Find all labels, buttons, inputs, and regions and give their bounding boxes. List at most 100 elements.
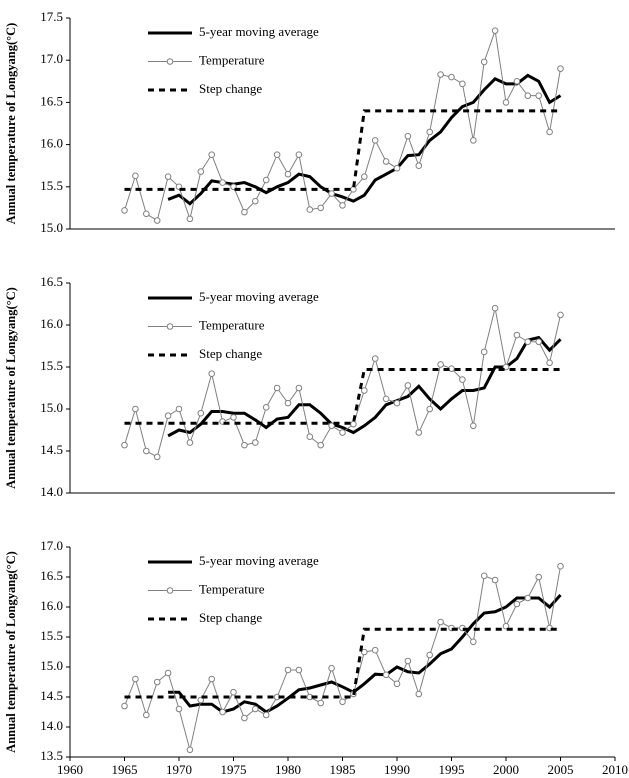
data-point xyxy=(132,172,139,180)
data-point xyxy=(121,702,128,710)
data-point xyxy=(361,648,368,656)
legend-label: Temperature xyxy=(199,581,265,596)
data-point xyxy=(295,151,303,159)
y-tick-label: 17.0 xyxy=(40,538,63,553)
data-point xyxy=(382,671,390,679)
data-point xyxy=(262,176,270,184)
data-point xyxy=(404,657,412,665)
x-tick-label: 1965 xyxy=(112,762,138,777)
data-point xyxy=(415,162,423,169)
legend-marker xyxy=(166,58,174,65)
data-point xyxy=(393,164,401,172)
data-point xyxy=(175,405,183,413)
data-point xyxy=(535,338,543,346)
data-point xyxy=(153,453,161,461)
data-point xyxy=(230,414,237,421)
data-point xyxy=(219,179,226,186)
data-point xyxy=(491,27,499,34)
data-point xyxy=(197,696,205,704)
y-tick-label: 13.5 xyxy=(40,748,63,763)
x-tick-label: 1980 xyxy=(275,762,301,777)
data-point xyxy=(480,348,488,356)
data-point xyxy=(404,382,412,389)
data-point xyxy=(361,387,368,394)
data-point xyxy=(121,441,128,449)
data-point xyxy=(426,128,434,136)
data-point xyxy=(513,331,521,339)
data-point xyxy=(164,173,172,180)
data-point xyxy=(208,151,215,159)
data-point xyxy=(502,363,510,371)
data-point xyxy=(448,73,455,81)
data-point xyxy=(252,439,259,446)
legend-label: Temperature xyxy=(199,317,265,332)
data-point xyxy=(241,714,248,722)
data-point xyxy=(371,137,379,144)
data-point xyxy=(459,80,466,88)
x-tick-label: 1960 xyxy=(57,762,83,777)
data-point xyxy=(415,429,423,436)
data-point xyxy=(132,405,139,413)
data-point xyxy=(143,210,150,218)
y-tick-label: 15.0 xyxy=(40,658,63,673)
data-point xyxy=(273,384,281,392)
data-point xyxy=(404,132,412,140)
y-tick-label: 14.0 xyxy=(40,718,63,733)
data-point xyxy=(557,562,564,570)
data-point xyxy=(143,447,150,455)
data-point xyxy=(164,669,172,677)
y-tick-label: 16.0 xyxy=(40,136,63,151)
data-point xyxy=(219,708,226,716)
legend-label: Step change xyxy=(199,81,262,96)
y-tick-label: 15.5 xyxy=(40,628,63,643)
x-tick-label: 2005 xyxy=(548,762,574,777)
data-point xyxy=(241,441,248,449)
y-tick-label: 15.0 xyxy=(40,400,63,415)
data-point xyxy=(415,690,423,698)
data-point xyxy=(535,92,543,99)
data-point xyxy=(197,168,205,175)
data-point xyxy=(284,666,292,674)
x-tick-label: 1975 xyxy=(221,762,247,777)
legend-label: Step change xyxy=(199,346,262,361)
data-point xyxy=(437,361,444,368)
data-point xyxy=(284,170,292,178)
data-point xyxy=(382,395,390,403)
legend-label: Step change xyxy=(199,610,262,625)
data-point xyxy=(306,433,314,441)
data-point xyxy=(524,92,532,99)
y-tick-label: 16.5 xyxy=(40,568,63,583)
data-point xyxy=(502,99,510,106)
data-point xyxy=(153,678,161,686)
y-tick-label: 15.5 xyxy=(40,178,63,193)
data-point xyxy=(317,441,325,449)
data-point xyxy=(513,600,521,608)
data-point xyxy=(295,384,303,392)
series-line xyxy=(124,566,561,750)
x-tick-label: 1970 xyxy=(166,762,192,777)
x-tick-label: 1985 xyxy=(330,762,356,777)
data-point xyxy=(262,711,270,719)
data-point xyxy=(143,711,150,719)
legend-label: 5-year moving average xyxy=(199,553,319,568)
data-point xyxy=(241,208,248,216)
series-line xyxy=(124,627,561,699)
series-line xyxy=(167,335,562,438)
data-point xyxy=(186,746,194,754)
data-point xyxy=(328,664,335,672)
data-point xyxy=(535,573,543,581)
y-tick-label: 14.5 xyxy=(40,442,63,457)
series-line xyxy=(124,109,561,191)
data-point xyxy=(459,376,466,383)
data-point xyxy=(557,65,564,72)
data-point xyxy=(252,197,259,205)
data-point xyxy=(437,71,444,78)
y-tick-label: 16.5 xyxy=(40,93,63,108)
data-point xyxy=(339,698,346,706)
data-point xyxy=(470,638,477,646)
data-point xyxy=(480,58,488,66)
x-tick-label: 2000 xyxy=(493,762,519,777)
legend-marker xyxy=(166,323,174,330)
data-point xyxy=(230,688,237,696)
